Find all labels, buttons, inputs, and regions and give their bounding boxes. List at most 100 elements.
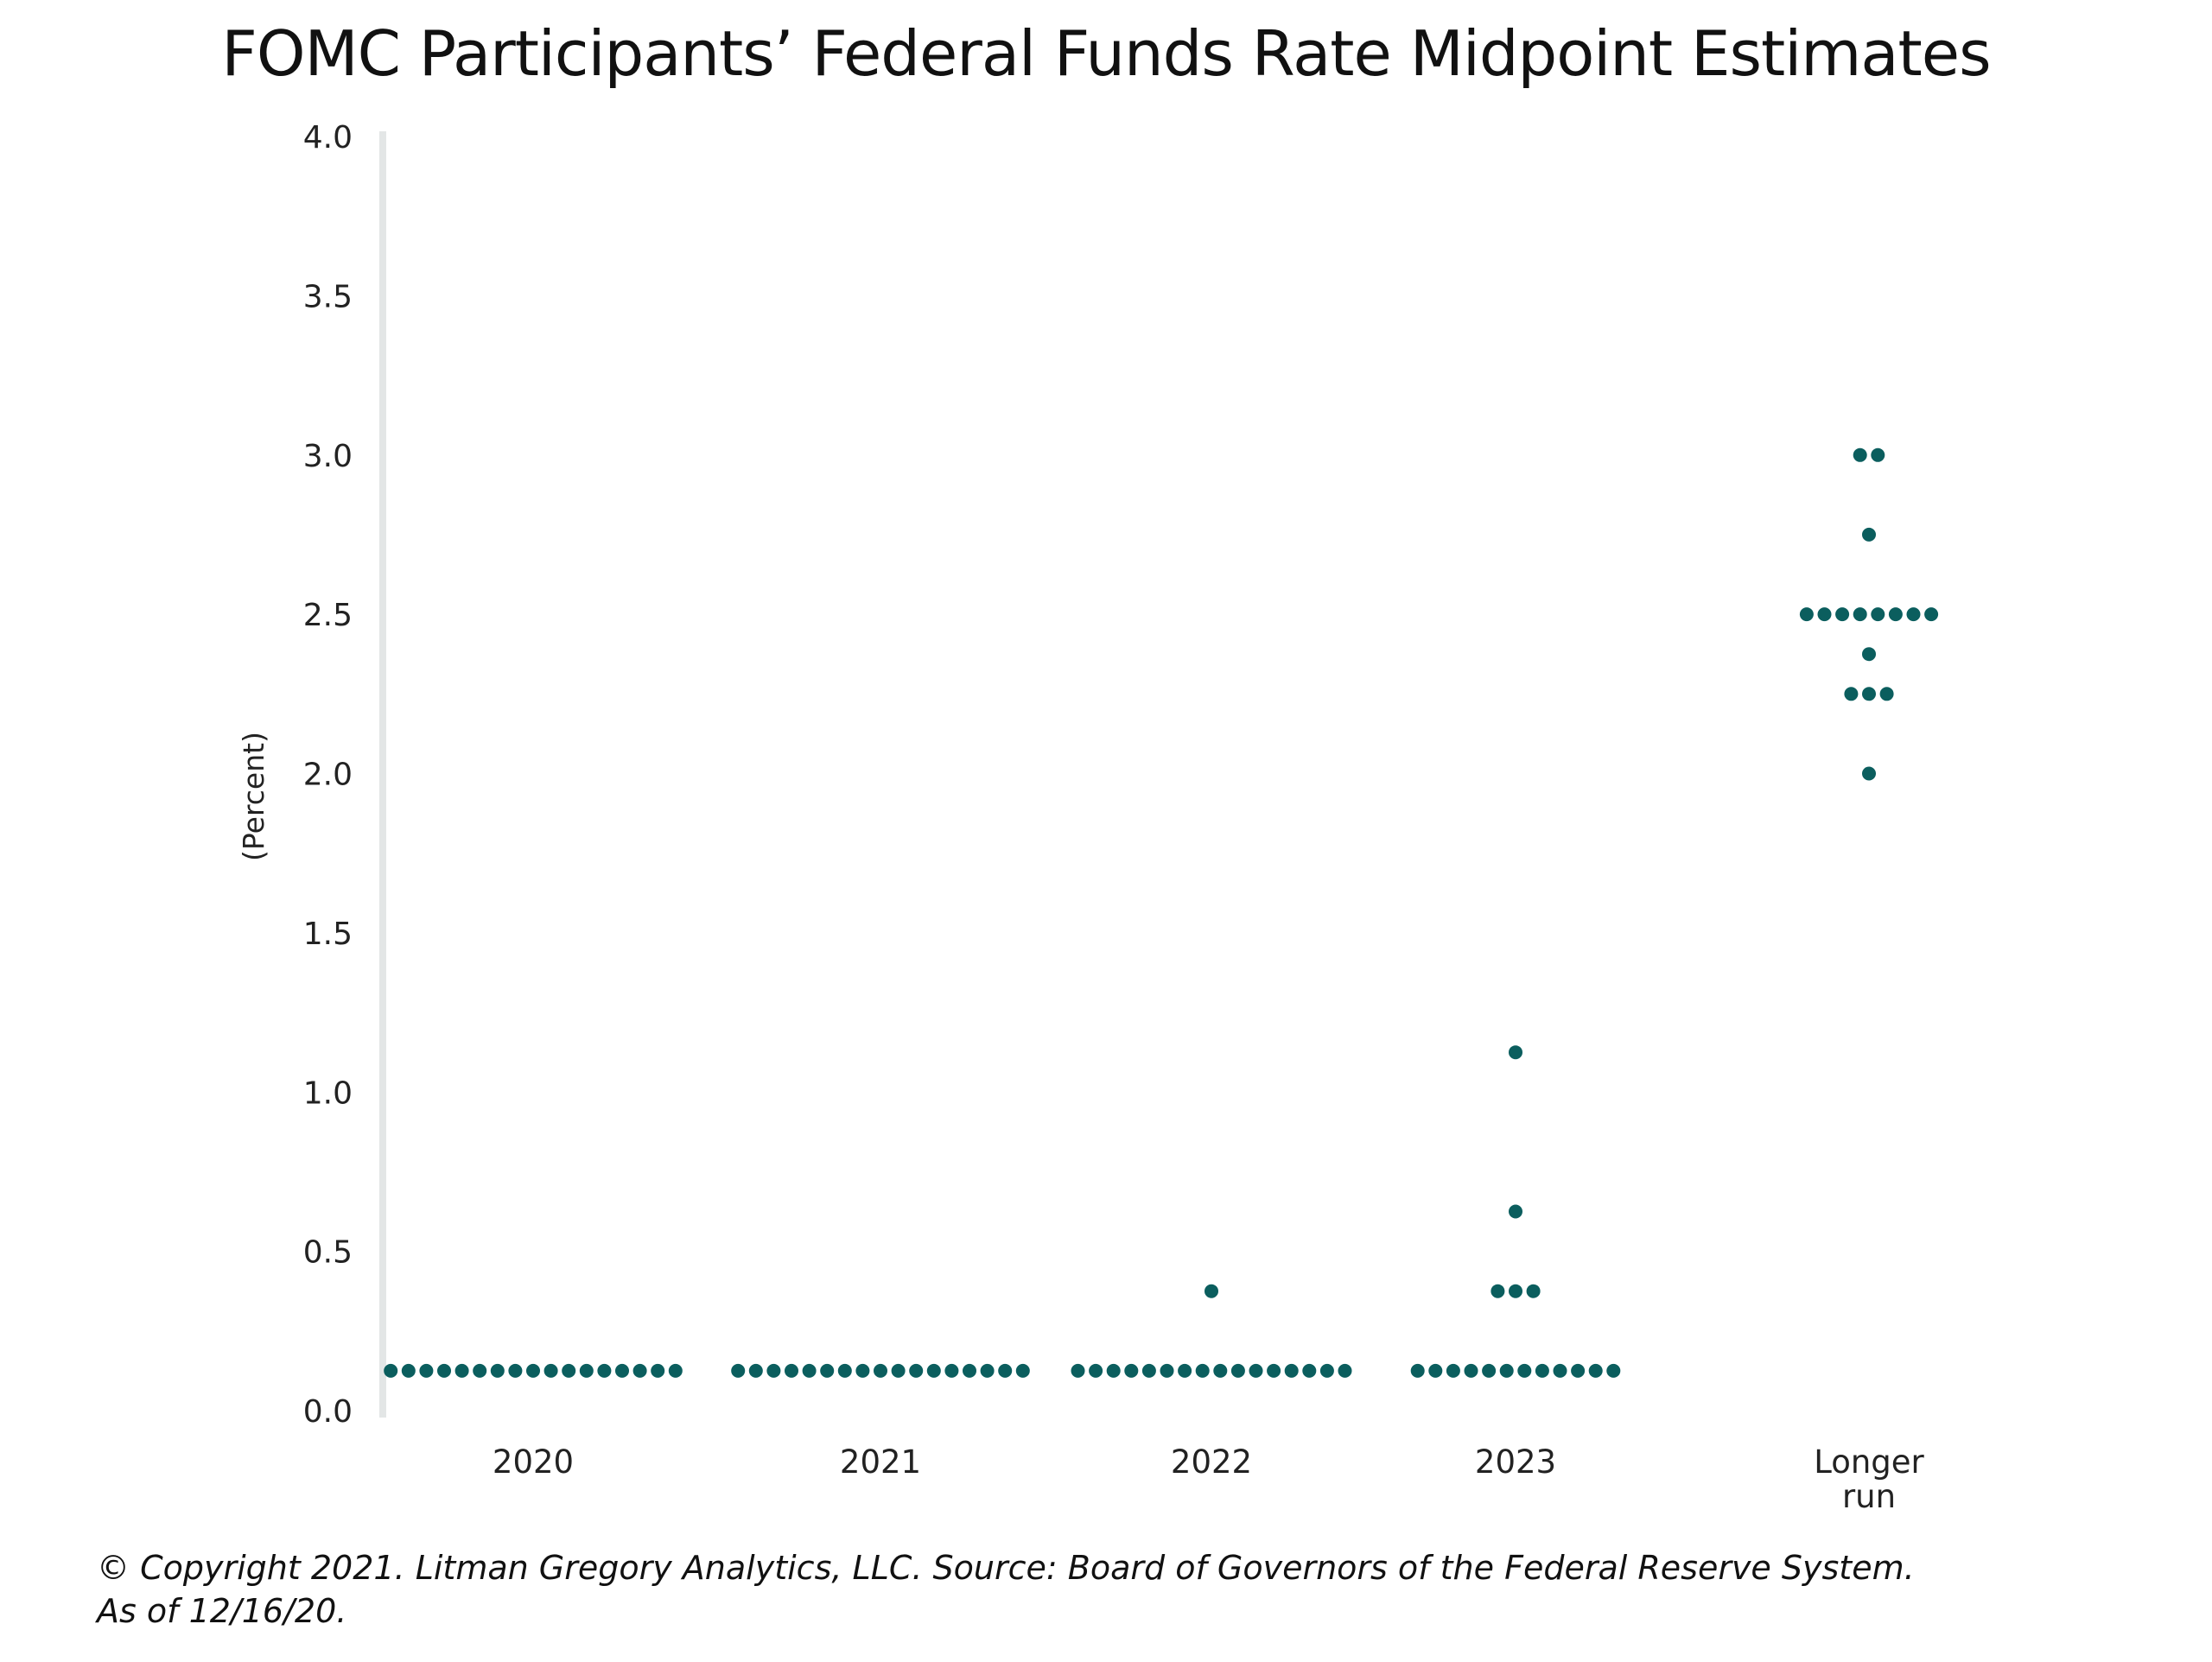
estimate-dot xyxy=(1491,1284,1505,1298)
estimate-dot xyxy=(1571,1363,1586,1378)
y-axis-label: (Percent) xyxy=(237,732,270,861)
estimate-dot xyxy=(891,1363,906,1378)
estimate-dot xyxy=(508,1363,523,1378)
y-tick-label: 3.5 xyxy=(303,279,353,314)
x-category-label: Longer run xyxy=(1814,1443,1924,1515)
estimate-dot xyxy=(1853,607,1867,622)
estimate-dot xyxy=(1535,1363,1549,1378)
estimate-dot xyxy=(1446,1363,1460,1378)
estimate-dot xyxy=(579,1363,594,1378)
estimate-dot xyxy=(748,1363,763,1378)
estimate-dot xyxy=(855,1363,870,1378)
x-category-labels: 2020 2021 2022 2023 Longer run xyxy=(493,1443,1925,1515)
y-tick-label: 1.5 xyxy=(303,917,353,952)
estimate-dot xyxy=(1267,1363,1281,1378)
estimate-dot xyxy=(401,1363,416,1378)
estimate-dot xyxy=(1588,1363,1603,1378)
estimate-dot xyxy=(1015,1363,1030,1378)
estimate-dot xyxy=(1428,1363,1443,1378)
estimate-dot xyxy=(1835,607,1850,622)
estimate-dot xyxy=(1319,1363,1334,1378)
estimate-dot xyxy=(1906,607,1921,622)
estimate-dot xyxy=(1464,1363,1478,1378)
estimate-dot xyxy=(1924,607,1939,622)
estimate-dot xyxy=(731,1363,746,1378)
estimate-dot xyxy=(1195,1363,1210,1378)
y-tick-label: 3.0 xyxy=(303,439,353,474)
estimate-dot xyxy=(1853,447,1867,462)
estimate-dot xyxy=(1862,527,1876,542)
estimate-dot xyxy=(632,1363,647,1378)
y-tick-label: 0.0 xyxy=(303,1394,353,1430)
estimate-dot xyxy=(1482,1363,1497,1378)
y-tick-label: 2.5 xyxy=(303,598,353,633)
estimate-dot xyxy=(820,1363,835,1378)
footer-copyright: © Copyright 2021. Litman Gregory Analyti… xyxy=(97,1549,1915,1587)
estimate-dot xyxy=(1205,1284,1218,1298)
estimate-dot xyxy=(1509,1284,1522,1298)
y-tick-labels: 0.0 0.5 1.0 1.5 2.0 2.5 3.0 3.5 4.0 xyxy=(303,120,353,1430)
estimate-dot xyxy=(766,1363,781,1378)
estimate-dot xyxy=(526,1363,540,1378)
estimate-dot xyxy=(980,1363,995,1378)
estimate-dot xyxy=(909,1363,924,1378)
estimate-dot xyxy=(1871,447,1885,462)
estimate-dot xyxy=(668,1363,683,1378)
estimate-dot xyxy=(437,1363,451,1378)
estimate-dot xyxy=(1178,1363,1192,1378)
estimate-dot xyxy=(1862,766,1876,781)
footer-note: © Copyright 2021. Litman Gregory Analyti… xyxy=(97,1546,1915,1633)
estimate-dot xyxy=(1509,1045,1522,1060)
estimate-dot xyxy=(1517,1363,1532,1378)
estimate-dot xyxy=(1213,1363,1228,1378)
estimate-dot xyxy=(1160,1363,1174,1378)
estimate-dot xyxy=(1249,1363,1263,1378)
estimate-dot xyxy=(1071,1363,1085,1378)
estimate-dot xyxy=(1302,1363,1317,1378)
y-tick-label: 4.0 xyxy=(303,120,353,155)
estimate-dot xyxy=(1106,1363,1121,1378)
estimate-dot xyxy=(1141,1363,1156,1378)
estimate-dot xyxy=(1089,1363,1103,1378)
estimate-dot xyxy=(1799,607,1814,622)
dots-layer xyxy=(384,447,1939,1378)
estimate-dot xyxy=(1844,687,1859,701)
x-category-label: 2021 xyxy=(840,1443,921,1481)
estimate-dot xyxy=(1230,1363,1245,1378)
estimate-dot xyxy=(837,1363,852,1378)
footer-date: As of 12/16/20. xyxy=(97,1592,347,1630)
estimate-dot xyxy=(615,1363,629,1378)
y-tick-label: 1.0 xyxy=(303,1075,353,1111)
estimate-dot xyxy=(1888,607,1903,622)
estimate-dot xyxy=(384,1363,398,1378)
estimate-dot xyxy=(1499,1363,1514,1378)
estimate-dot xyxy=(454,1363,469,1378)
chart-title: FOMC Participants’ Federal Funds Rate Mi… xyxy=(221,17,1991,90)
estimate-dot xyxy=(802,1363,817,1378)
estimate-dot xyxy=(926,1363,941,1378)
y-tick-label: 0.5 xyxy=(303,1235,353,1271)
estimate-dot xyxy=(944,1363,959,1378)
estimate-dot xyxy=(1410,1363,1425,1378)
estimate-dot xyxy=(998,1363,1013,1378)
estimate-dot xyxy=(543,1363,558,1378)
estimate-dot xyxy=(1879,687,1894,701)
estimate-dot xyxy=(1509,1204,1522,1219)
estimate-dot xyxy=(562,1363,576,1378)
estimate-dot xyxy=(1871,607,1885,622)
estimate-dot xyxy=(1124,1363,1139,1378)
estimate-dot xyxy=(1817,607,1832,622)
y-tick-label: 2.0 xyxy=(303,758,353,793)
estimate-dot xyxy=(419,1363,434,1378)
estimate-dot xyxy=(1606,1363,1621,1378)
estimate-dot xyxy=(490,1363,505,1378)
x-category-label: 2022 xyxy=(1171,1443,1252,1481)
x-category-label: 2020 xyxy=(493,1443,574,1481)
estimate-dot xyxy=(874,1363,887,1378)
estimate-dot xyxy=(1284,1363,1299,1378)
estimate-dot xyxy=(1862,687,1876,701)
estimate-dot xyxy=(1862,647,1876,662)
estimate-dot xyxy=(651,1363,665,1378)
